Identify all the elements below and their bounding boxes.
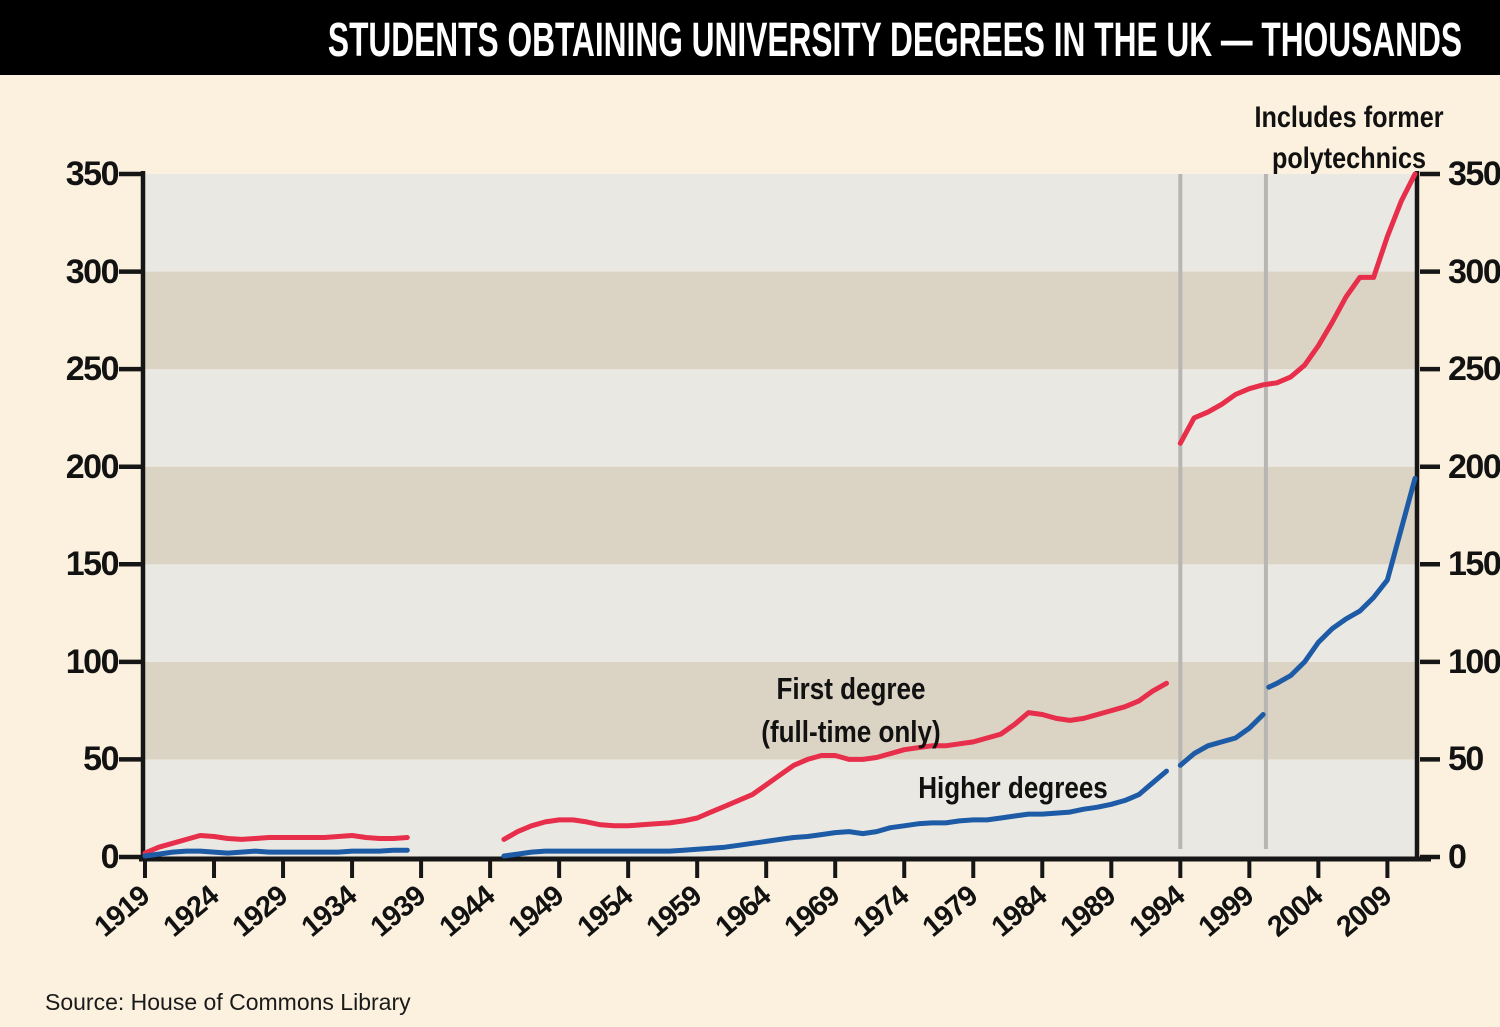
plot-band	[145, 369, 1415, 467]
first-degree-line	[142, 833, 410, 856]
annotation-higher-degrees: Higher degrees	[918, 770, 1108, 805]
annotation-first-degree: First degree (full-time only)	[761, 667, 940, 753]
source-credit: Source: House of Commons Library	[45, 989, 411, 1015]
annotation-first-degree-line1: First degree	[776, 671, 926, 706]
annotation-includes-line2: polytechnics	[1271, 142, 1427, 175]
higher-degrees-line	[1266, 475, 1418, 690]
annotation-first-degree-line2: (full-time only)	[761, 714, 941, 749]
plot-band	[145, 564, 1415, 662]
plot-band	[145, 466, 1415, 565]
first-degree-line	[1177, 171, 1418, 446]
plot-band	[145, 271, 1415, 370]
higher-degrees-line	[1177, 712, 1266, 768]
plot-band	[145, 661, 1415, 760]
title-bar: STUDENTS OBTAINING UNIVERSITY DEGREES IN…	[0, 0, 1500, 75]
higher-degrees-line	[501, 768, 1169, 859]
page-title: STUDENTS OBTAINING UNIVERSITY DEGREES IN…	[327, 14, 1463, 67]
annotation-includes-line1: Includes former	[1254, 101, 1444, 134]
higher-degrees-line	[142, 847, 410, 859]
plot-band	[145, 174, 1415, 272]
first-degree-line	[501, 680, 1169, 842]
annotation-includes-former-polytechnics: Includes former polytechnics	[1254, 97, 1443, 179]
